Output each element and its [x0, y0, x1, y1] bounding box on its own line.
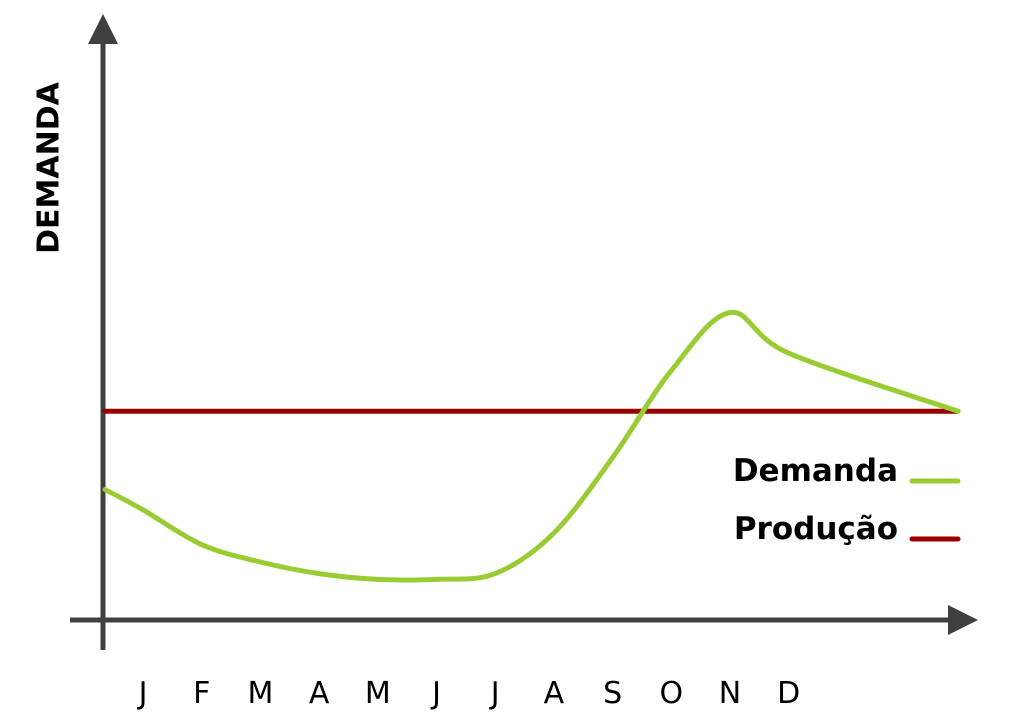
x-tick-label: O: [659, 676, 683, 711]
legend-label-demanda: Demanda: [733, 453, 898, 489]
x-axis-arrow-icon: [948, 605, 978, 635]
x-tick-label: N: [719, 676, 741, 711]
y-axis-arrow-icon: [88, 14, 118, 44]
x-tick-label: J: [137, 676, 148, 711]
x-tick-label: S: [603, 676, 622, 711]
x-tick-label: F: [193, 676, 210, 711]
x-tick-label: A: [309, 676, 330, 711]
x-tick-label: D: [777, 676, 800, 711]
x-tick-label: M: [247, 676, 273, 711]
y-axis-label: DEMANDA: [32, 81, 67, 253]
axes: [70, 14, 978, 650]
series-layer: [102, 310, 961, 583]
x-tick-label: J: [489, 676, 500, 711]
series-line-demanda: [102, 310, 961, 583]
x-tick-label: J: [430, 676, 441, 711]
x-tick-label: M: [365, 676, 391, 711]
legend-label-producao: Produção: [734, 511, 898, 547]
x-tick-label: A: [544, 676, 565, 711]
legend: Demanda Produção: [733, 453, 961, 547]
